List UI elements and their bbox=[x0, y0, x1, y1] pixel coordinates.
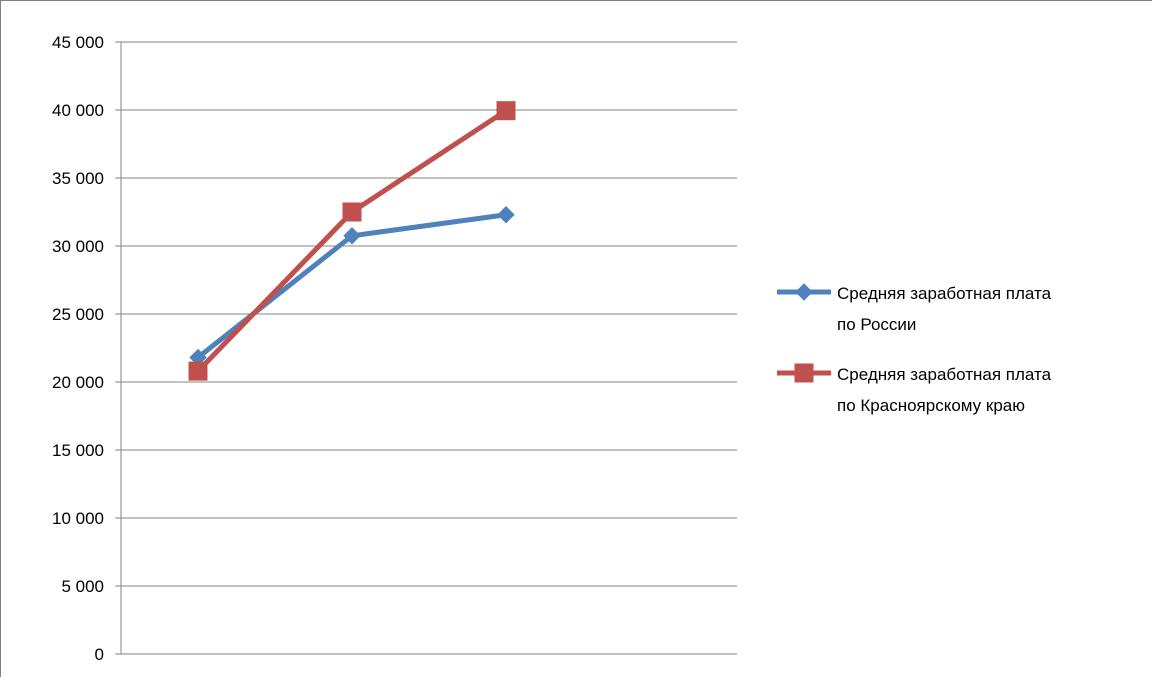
legend-label: по Красноярскому краю bbox=[837, 396, 1025, 415]
y-tick-label: 25 000 bbox=[52, 305, 104, 324]
y-tick-label: 40 000 bbox=[52, 101, 104, 120]
y-tick-label: 5 000 bbox=[61, 577, 104, 596]
data-point-diamond bbox=[795, 283, 813, 301]
gridlines bbox=[121, 41, 737, 655]
data-point-square bbox=[794, 363, 814, 383]
y-tick-label: 45 000 bbox=[52, 33, 104, 52]
series-1 bbox=[189, 206, 515, 367]
y-tick-label: 0 bbox=[95, 645, 104, 664]
legend-label: Средняя заработная плата bbox=[837, 365, 1052, 384]
legend-label: по России bbox=[837, 315, 916, 334]
legend-entry-1: Средняя заработная плата по России bbox=[777, 283, 1052, 334]
y-tick-label: 10 000 bbox=[52, 509, 104, 528]
y-tick-label: 20 000 bbox=[52, 373, 104, 392]
legend-entry-2: Средняя заработная плата по Красноярскому… bbox=[777, 363, 1052, 415]
legend-label: Средняя заработная плата bbox=[837, 284, 1052, 303]
series-group bbox=[188, 101, 516, 381]
y-axis: 0 5 000 10 000 15 000 20 000 25 000 30 000 35 0… bbox=[52, 33, 122, 664]
series-2 bbox=[188, 101, 516, 381]
data-point-square bbox=[188, 361, 208, 381]
data-point-diamond bbox=[497, 206, 515, 224]
y-tick-label: 30 000 bbox=[52, 237, 104, 256]
data-point-square bbox=[496, 101, 516, 121]
data-point-square bbox=[342, 202, 362, 222]
y-tick-label: 15 000 bbox=[52, 441, 104, 460]
data-point-diamond bbox=[343, 227, 361, 245]
y-tick-label: 35 000 bbox=[52, 169, 104, 188]
